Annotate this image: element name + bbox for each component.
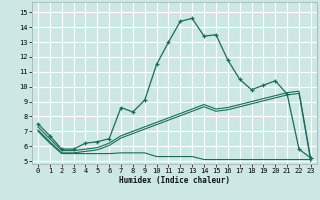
X-axis label: Humidex (Indice chaleur): Humidex (Indice chaleur) xyxy=(119,176,230,185)
